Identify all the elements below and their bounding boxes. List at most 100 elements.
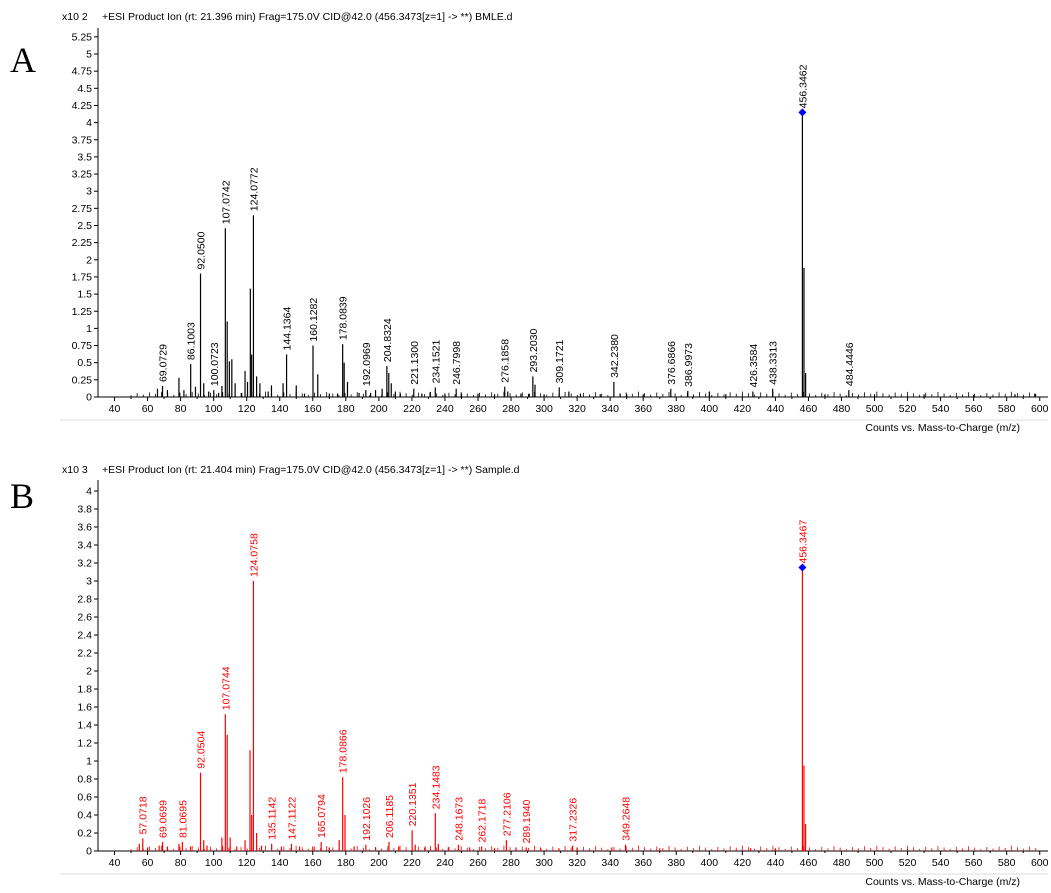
y-tick-label: 0.8 xyxy=(77,774,92,786)
x-tick-label: 240 xyxy=(436,403,454,415)
peak-mz-label: 349.2648 xyxy=(620,797,632,841)
x-tick-label: 440 xyxy=(767,403,785,415)
peak-mz-label: 221.1300 xyxy=(409,341,421,385)
peak-mz-label: 234.1483 xyxy=(430,765,442,809)
x-tick-label: 60 xyxy=(142,857,154,869)
x-tick-label: 40 xyxy=(109,857,121,869)
y-tick-label: 0.6 xyxy=(77,792,92,804)
x-tick-label: 40 xyxy=(109,403,121,415)
x-tick-label: 520 xyxy=(899,857,917,869)
panel-a-label: A xyxy=(10,40,36,80)
peak-mz-label: 86.1003 xyxy=(186,322,198,360)
peak-mz-label: 376.6866 xyxy=(666,341,678,385)
y-tick-label: 5.25 xyxy=(72,31,93,43)
x-tick-label: 560 xyxy=(965,857,983,869)
peak-mz-label: 438.3313 xyxy=(768,341,780,385)
y-tick-label: 2.5 xyxy=(77,220,92,232)
x-tick-label: 160 xyxy=(304,857,322,869)
x-tick-label: 520 xyxy=(899,403,917,415)
x-tick-label: 160 xyxy=(304,403,322,415)
peak-mz-label: 107.0744 xyxy=(220,666,232,710)
panel-b-label: B xyxy=(10,476,34,516)
peak-mz-label: 192.0969 xyxy=(361,342,373,386)
peak-mz-label: 426.3584 xyxy=(748,344,760,388)
x-tick-label: 280 xyxy=(502,857,520,869)
x-tick-label: 220 xyxy=(403,403,421,415)
precursor-marker xyxy=(798,108,807,117)
peak-mz-label: 342.2380 xyxy=(609,334,621,378)
x-tick-label: 500 xyxy=(866,403,884,415)
peak-mz-label: 192.1026 xyxy=(361,797,373,841)
peak-mz-label: 69.0729 xyxy=(158,344,170,382)
peak-mz-label: 276.1858 xyxy=(500,339,512,383)
x-tick-label: 380 xyxy=(667,403,685,415)
peak-mz-label: 262.1718 xyxy=(477,799,489,843)
y-tick-label: 2.2 xyxy=(77,648,92,660)
peak-mz-label: 309.1721 xyxy=(554,339,566,383)
panel-b-title: +ESI Product Ion (rt: 21.404 min) Frag=1… xyxy=(102,464,520,476)
x-tick-label: 340 xyxy=(601,857,619,869)
peak-mz-label: 234.1521 xyxy=(430,339,442,383)
x-tick-label: 600 xyxy=(1031,857,1049,869)
peak-mz-label: 124.0772 xyxy=(248,167,260,211)
peak-mz-label: 178.0866 xyxy=(338,729,350,773)
panel-b-y-multiplier: x10 3 xyxy=(62,464,88,476)
y-tick-label: 2.6 xyxy=(77,612,92,624)
y-tick-label: 1.2 xyxy=(77,738,92,750)
x-tick-label: 100 xyxy=(205,403,223,415)
peak-mz-label: 293.2030 xyxy=(528,328,540,372)
y-tick-label: 2 xyxy=(86,254,92,266)
y-tick-label: 0.2 xyxy=(77,828,92,840)
panel-a-x-axis-label: Counts vs. Mass-to-Charge (m/z) xyxy=(865,422,1020,434)
x-tick-label: 440 xyxy=(767,857,785,869)
x-tick-label: 80 xyxy=(175,403,187,415)
x-tick-label: 480 xyxy=(833,857,851,869)
y-tick-label: 1.6 xyxy=(77,702,92,714)
x-tick-label: 260 xyxy=(469,403,487,415)
peak-mz-label: 246.7998 xyxy=(451,341,463,385)
x-tick-label: 60 xyxy=(142,403,154,415)
y-tick-label: 0.75 xyxy=(72,340,93,352)
x-tick-label: 560 xyxy=(965,403,983,415)
x-tick-label: 80 xyxy=(175,857,187,869)
x-tick-label: 120 xyxy=(238,857,256,869)
x-tick-label: 360 xyxy=(634,403,652,415)
y-tick-label: 4.5 xyxy=(77,83,92,95)
peak-mz-label: 92.0504 xyxy=(196,731,208,769)
y-tick-label: 0.5 xyxy=(77,357,92,369)
y-tick-label: 2.25 xyxy=(72,237,93,249)
peak-mz-label: 484.4446 xyxy=(844,342,856,386)
peak-mz-label: 165.0794 xyxy=(316,794,328,838)
y-tick-label: 3.5 xyxy=(77,151,92,163)
x-tick-label: 260 xyxy=(469,857,487,869)
y-tick-label: 2.75 xyxy=(72,203,93,215)
x-tick-label: 240 xyxy=(436,857,454,869)
peak-mz-label: 147.1122 xyxy=(286,797,298,840)
peak-mz-label: 220.1351 xyxy=(407,782,419,826)
x-tick-label: 420 xyxy=(734,403,752,415)
panel-b-x-axis-label: Counts vs. Mass-to-Charge (m/z) xyxy=(865,876,1020,888)
y-tick-label: 4.75 xyxy=(72,66,93,78)
y-tick-label: 3.2 xyxy=(77,558,92,570)
x-tick-label: 200 xyxy=(370,403,388,415)
x-tick-label: 180 xyxy=(337,403,355,415)
y-tick-label: 0.25 xyxy=(72,374,93,386)
y-tick-label: 3.75 xyxy=(72,134,93,146)
x-tick-label: 500 xyxy=(866,857,884,869)
x-tick-label: 460 xyxy=(800,857,818,869)
x-tick-label: 120 xyxy=(238,403,256,415)
y-tick-label: 1 xyxy=(86,323,92,335)
y-tick-label: 1.5 xyxy=(77,289,92,301)
peak-mz-label: 107.0742 xyxy=(220,180,232,224)
y-tick-label: 3.8 xyxy=(77,504,92,516)
x-tick-label: 400 xyxy=(701,857,719,869)
y-tick-label: 3.6 xyxy=(77,522,92,534)
peak-mz-label: 144.1364 xyxy=(282,307,294,351)
spectrum-panel-b: 0 0.2 0.4 0.6 0.8 1 1.2 1.4 1.6 1.8 2 2.2 2.4 2.6 2.8 3… xyxy=(60,480,1049,875)
y-tick-label: 0.4 xyxy=(77,810,92,822)
peak-mz-label: 386.9973 xyxy=(683,343,695,387)
x-tick-label: 180 xyxy=(337,857,355,869)
y-tick-label: 0 xyxy=(86,392,92,404)
peak-mz-label: 160.1282 xyxy=(308,298,320,342)
x-tick-label: 280 xyxy=(502,403,520,415)
